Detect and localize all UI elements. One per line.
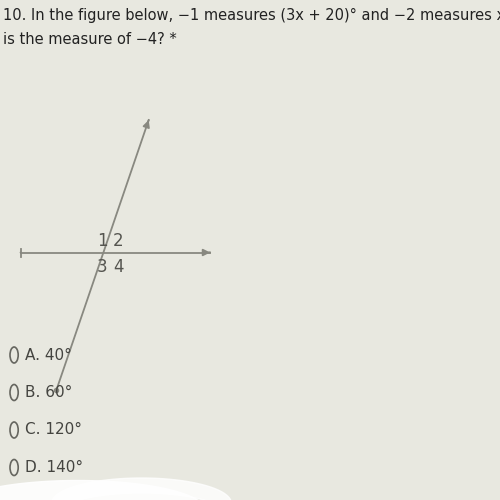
Text: 4: 4 [113, 258, 124, 276]
Text: B. 60°: B. 60° [24, 385, 72, 400]
Text: C. 120°: C. 120° [24, 422, 82, 438]
Text: 3: 3 [96, 258, 108, 276]
Text: D. 140°: D. 140° [24, 460, 82, 475]
Text: A. 40°: A. 40° [24, 348, 72, 362]
Text: is the measure of −4? *: is the measure of −4? * [2, 32, 176, 48]
Text: 10. In the figure below, −1 measures (3x + 20)° and −2 measures x°. What  10 poi: 10. In the figure below, −1 measures (3x… [2, 8, 500, 22]
Text: 1: 1 [96, 232, 108, 250]
Text: 2: 2 [113, 232, 124, 250]
